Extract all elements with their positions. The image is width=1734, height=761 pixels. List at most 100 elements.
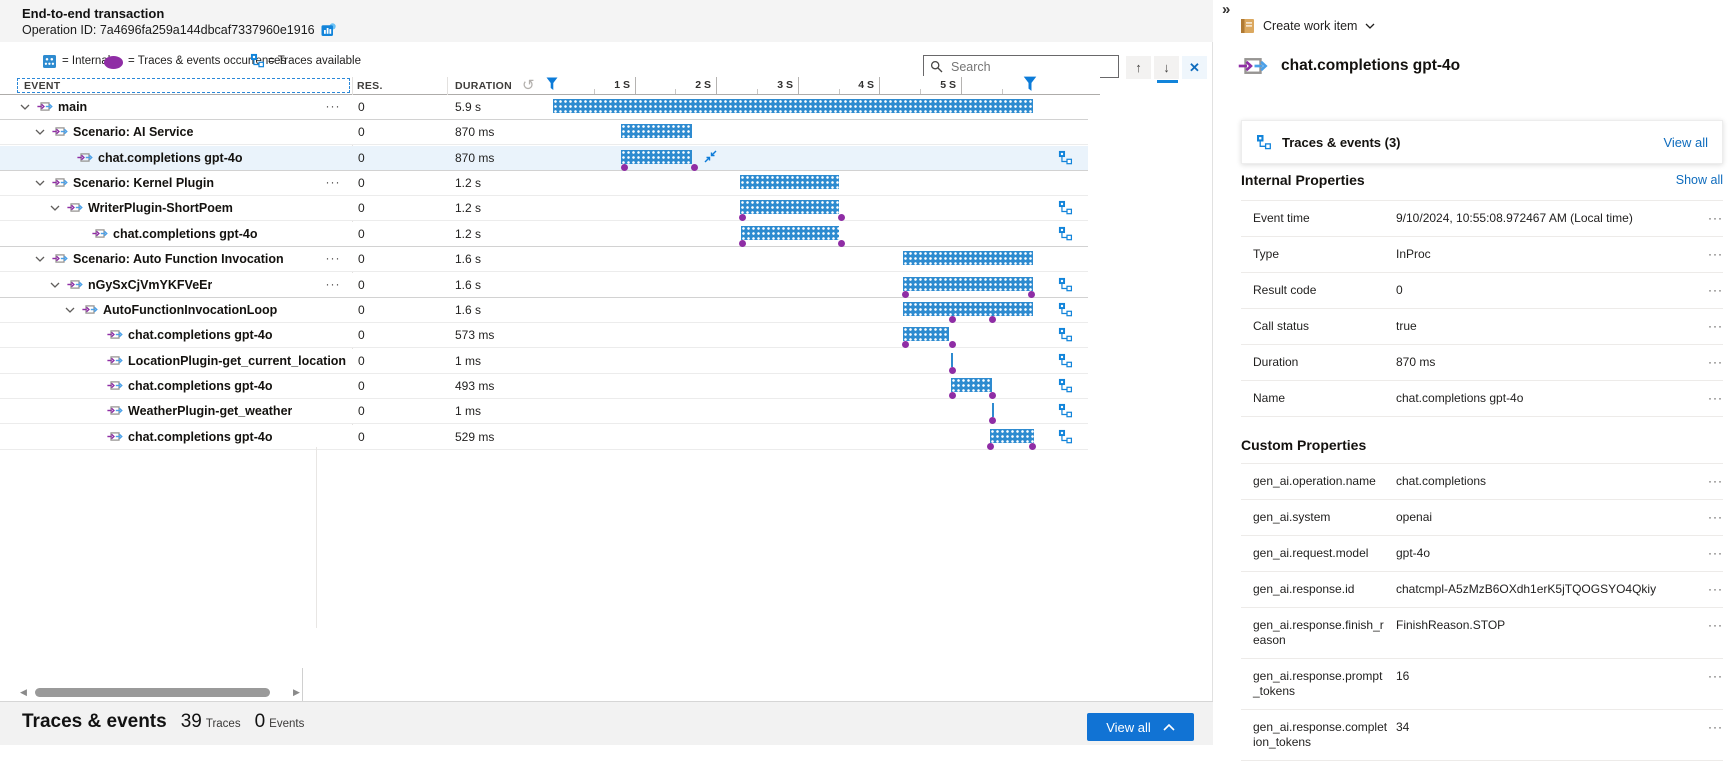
scroll-left-arrow[interactable]: ◀ (20, 687, 27, 697)
traces-available-icon[interactable] (1058, 403, 1073, 418)
tick-label: 4 S (858, 79, 874, 91)
more-button[interactable]: ··· (325, 251, 341, 266)
trace-row[interactable]: chat.completions gpt-4o 0 529 ms (0, 424, 1088, 450)
timeline-bar[interactable] (903, 301, 1033, 316)
trace-row[interactable]: WriterPlugin-ShortPoem 0 1.2 s (0, 196, 1088, 222)
chevron-down-icon[interactable] (35, 180, 45, 187)
property-more-button[interactable]: ··· (1708, 546, 1723, 560)
occurrence-dot (902, 290, 909, 298)
property-more-button[interactable]: ··· (1708, 669, 1723, 683)
property-more-button[interactable]: ··· (1708, 247, 1723, 261)
property-more-button[interactable]: ··· (1708, 355, 1723, 369)
timeline-bar[interactable] (740, 175, 839, 190)
trace-row[interactable]: chat.completions gpt-4o 0 493 ms (0, 373, 1088, 399)
traces-available-icon[interactable] (1058, 226, 1073, 241)
result-code-cell: 0 (358, 100, 365, 114)
more-button[interactable]: ··· (325, 99, 341, 113)
traces-events-card[interactable]: Traces & events (3) View all (1241, 120, 1723, 164)
timeline-start-filter-icon[interactable] (546, 77, 558, 96)
create-work-item-button[interactable]: Create work item (1240, 18, 1375, 34)
traces-available-icon[interactable] (1058, 277, 1073, 292)
property-more-button[interactable]: ··· (1708, 391, 1723, 405)
traces-view-all-link[interactable]: View all (1663, 134, 1708, 150)
search-box[interactable] (923, 55, 1119, 78)
timeline-bar[interactable] (621, 124, 692, 139)
show-all-link[interactable]: Show all (1675, 173, 1723, 187)
chevron-down-icon[interactable] (65, 307, 75, 313)
horizontal-scrollbar-thumb[interactable] (35, 688, 270, 697)
timeline-bar[interactable] (741, 225, 839, 240)
trace-row[interactable]: main ··· 0 5.9 s (0, 95, 1088, 120)
timeline-bar[interactable] (553, 99, 1033, 113)
timeline-bar[interactable] (903, 327, 949, 342)
span-icon (82, 303, 98, 316)
occurrence-dot (739, 214, 746, 222)
occurrence-dot (989, 315, 996, 323)
collapse-span-icon[interactable] (704, 150, 717, 163)
trace-row[interactable]: nGySxCjVmYKFVeEr ··· 0 1.6 s (0, 272, 1088, 298)
timeline-end-filter-icon[interactable] (1023, 76, 1037, 97)
traces-available-icon[interactable] (1058, 378, 1073, 393)
timeline-bar[interactable] (621, 149, 692, 164)
focus-underline (1157, 80, 1178, 83)
timeline-bar[interactable] (903, 276, 1033, 291)
traces-available-icon[interactable] (1058, 150, 1073, 165)
previous-match-button[interactable]: ↑ (1126, 56, 1151, 79)
timeline-bar[interactable] (903, 251, 1033, 266)
property-more-button[interactable]: ··· (1708, 510, 1723, 524)
traces-available-icon[interactable] (1058, 353, 1073, 368)
more-button[interactable]: ··· (325, 276, 341, 291)
chevron-down-icon[interactable] (35, 129, 45, 136)
traces-available-icon[interactable] (1058, 429, 1073, 444)
column-event[interactable]: EVENT (24, 80, 61, 92)
property-label: gen_ai.response.finish_reason (1253, 618, 1384, 647)
chevron-down-icon[interactable] (50, 205, 60, 212)
trace-row[interactable]: AutoFunctionInvocationLoop 0 1.6 s (0, 297, 1088, 323)
property-more-button[interactable]: ··· (1708, 319, 1723, 333)
result-code-cell: 0 (358, 328, 365, 343)
trace-row[interactable]: Scenario: Auto Function Invocation ··· 0 1.… (0, 247, 1088, 273)
chevron-down-icon[interactable] (20, 104, 30, 110)
column-res[interactable]: RES. (357, 80, 383, 92)
trace-row[interactable]: chat.completions gpt-4o 0 1.2 s (0, 221, 1088, 247)
timeline-bar[interactable] (992, 403, 994, 418)
traces-available-icon[interactable] (1058, 302, 1073, 317)
property-more-button[interactable]: ··· (1708, 474, 1723, 488)
occurrence-dot-icon (104, 56, 123, 69)
collapse-panel-icon[interactable]: » (1222, 1, 1231, 18)
occurrence-dot (989, 391, 996, 399)
search-input[interactable] (949, 58, 1114, 75)
timeline-bar[interactable] (990, 428, 1034, 443)
property-more-button[interactable]: ··· (1708, 582, 1723, 596)
property-more-button[interactable]: ··· (1708, 618, 1723, 632)
next-match-button[interactable]: ↓ (1154, 56, 1179, 79)
chevron-down-icon[interactable] (50, 282, 60, 288)
trace-row[interactable]: Scenario: AI Service 0 870 ms (0, 120, 1088, 146)
traces-available-icon[interactable] (1058, 327, 1073, 342)
close-search-button[interactable]: ✕ (1182, 56, 1207, 79)
trace-row[interactable]: Scenario: Kernel Plugin ··· 0 1.2 s (0, 171, 1088, 197)
trace-row[interactable]: LocationPlugin-get_current_location 0 1 ms (0, 348, 1088, 374)
property-row: gen_ai.response.completion_tokens 34 ··· (1241, 710, 1723, 761)
scroll-right-arrow[interactable]: ▶ (293, 687, 300, 697)
property-more-button[interactable]: ··· (1708, 720, 1723, 734)
more-button[interactable]: ··· (325, 175, 341, 190)
trace-row[interactable]: chat.completions gpt-4o 0 870 ms (0, 145, 1088, 171)
timeline-bar[interactable] (951, 377, 992, 392)
timeline-tick (798, 77, 799, 94)
event-label: WeatherPlugin-get_weather (128, 404, 293, 419)
trace-row[interactable]: chat.completions gpt-4o 0 573 ms (0, 323, 1088, 349)
property-more-button[interactable]: ··· (1708, 283, 1723, 297)
undo-zoom-icon[interactable]: ↺ (522, 77, 535, 94)
column-splitter[interactable] (316, 447, 317, 628)
property-more-button[interactable]: ··· (1708, 211, 1723, 225)
event-label: Scenario: Kernel Plugin (73, 176, 215, 191)
timeline-bar[interactable] (740, 200, 839, 215)
chart-bubble-icon[interactable] (321, 23, 336, 37)
chevron-down-icon[interactable] (35, 256, 45, 263)
traces-available-icon[interactable] (1058, 200, 1073, 215)
view-all-button[interactable]: View all (1087, 713, 1194, 741)
column-duration[interactable]: DURATION (455, 80, 513, 92)
trace-row[interactable]: WeatherPlugin-get_weather 0 1 ms (0, 399, 1088, 425)
timeline-bar[interactable] (951, 352, 953, 367)
